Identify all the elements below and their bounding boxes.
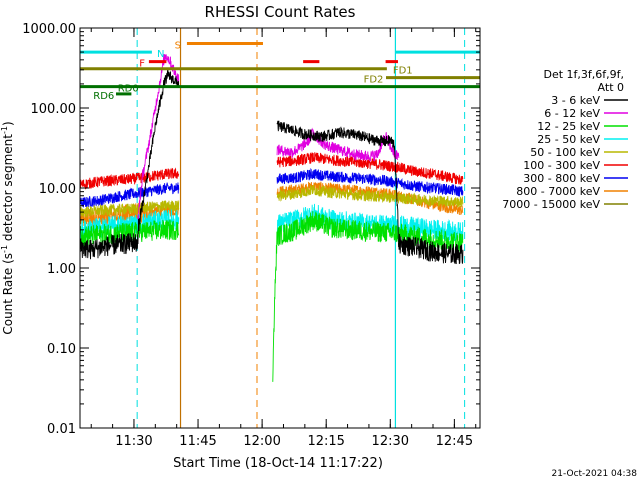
legend-entry-label: 12 - 25 keV xyxy=(537,120,600,133)
y-axis-label-sup1: -1 xyxy=(0,245,9,253)
footer-timestamp: 21-Oct-2021 04:38 xyxy=(552,469,638,479)
series-line xyxy=(276,152,464,185)
legend-entry-label: 50 - 100 keV xyxy=(530,146,600,159)
y-tick-label: 100.00 xyxy=(31,102,77,117)
x-tick-label: 12:15 xyxy=(307,434,344,449)
y-axis-label-main: Count Rate (s xyxy=(1,253,15,335)
flag-label: RD6 xyxy=(93,91,114,102)
legend-header: Det 1f,3f,6f,9f, xyxy=(543,68,624,81)
y-axis-label-mid: detector segment xyxy=(1,134,15,245)
y-tick-label: 10.00 xyxy=(39,182,76,197)
axis-ticks: 1000.00 100.00 10.00 1.00 0.10 0.01 11:30 11:45… xyxy=(22,22,480,449)
flag-label: FD1 xyxy=(393,66,413,77)
x-tick-label: 12:00 xyxy=(243,434,280,449)
x-tick-label: 12:30 xyxy=(372,434,409,449)
series-line xyxy=(272,211,464,382)
x-axis-label: Start Time (18-Oct-14 11:17:22) xyxy=(173,456,383,471)
series-line xyxy=(137,54,180,225)
series-line xyxy=(276,184,464,208)
state-flags: NS F FD1 FD2 RD0 RD6 xyxy=(80,41,480,102)
series-line xyxy=(276,120,464,265)
legend-entry-label: 7000 - 15000 keV xyxy=(502,198,600,211)
legend-header: Att 0 xyxy=(598,81,624,94)
x-tick-label: 11:30 xyxy=(115,434,152,449)
series-line xyxy=(80,182,180,208)
flag-label: N xyxy=(157,49,164,60)
legend-entry-label: 800 - 7000 keV xyxy=(516,185,600,198)
plot-frame xyxy=(79,27,481,429)
y-axis-label-end: ) xyxy=(1,121,15,126)
series-line xyxy=(80,199,180,218)
legend-entry-label: 25 - 50 keV xyxy=(537,133,600,146)
x-tick-label: 12:45 xyxy=(436,434,473,449)
series-line xyxy=(276,167,464,197)
y-tick-label: 0.01 xyxy=(47,422,76,437)
y-axis-label-sup2: -1 xyxy=(0,126,9,134)
legend-entry-label: 100 - 300 keV xyxy=(523,159,600,172)
y-tick-label: 1.00 xyxy=(47,262,76,277)
y-axis-label: Count Rate (s-1 detector segment-1) xyxy=(0,121,15,334)
flag-label: RD0 xyxy=(118,84,139,95)
series-line xyxy=(80,167,180,190)
chart-title: RHESSI Count Rates xyxy=(205,3,356,21)
series-line xyxy=(276,127,400,162)
flag-label: F xyxy=(139,59,145,70)
series-line xyxy=(80,69,180,260)
y-tick-label: 1000.00 xyxy=(22,22,76,37)
y-tick-label: 0.10 xyxy=(47,342,76,357)
data-series xyxy=(80,54,464,382)
flag-label: FD2 xyxy=(364,75,384,86)
legend-entry-label: 300 - 800 keV xyxy=(523,172,600,185)
x-tick-label: 11:45 xyxy=(179,434,216,449)
legend-entry-label: 6 - 12 keV xyxy=(544,107,600,120)
flag-label: S xyxy=(175,41,181,52)
legend-entry-label: 3 - 6 keV xyxy=(551,94,600,107)
